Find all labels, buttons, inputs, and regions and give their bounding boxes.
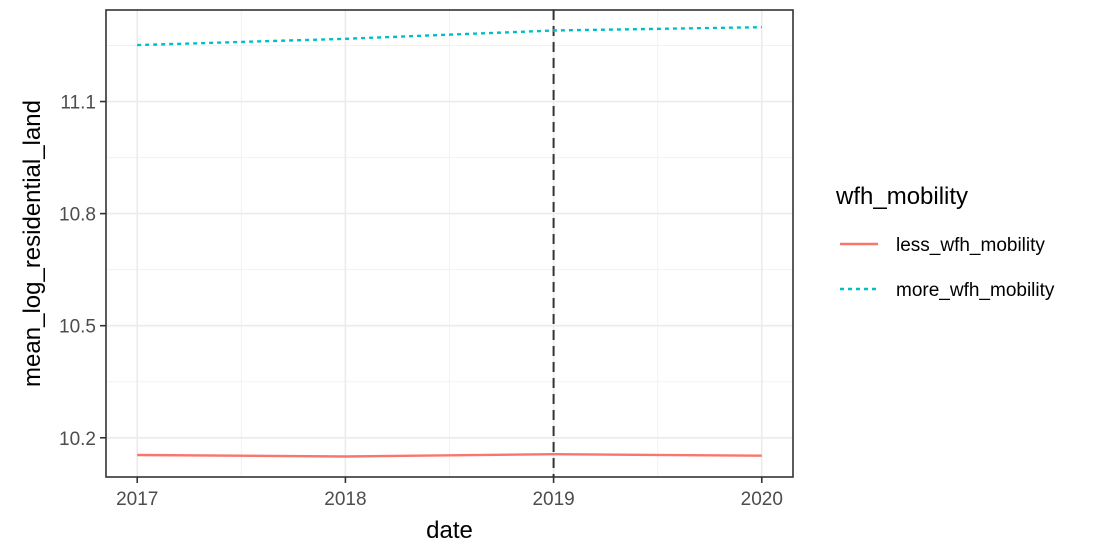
legend-title: wfh_mobility xyxy=(835,183,968,210)
legend-label: less_wfh_mobility xyxy=(896,235,1045,256)
minor-gridlines xyxy=(106,10,793,477)
legend-label: more_wfh_mobility xyxy=(896,280,1055,301)
x-tick-label: 2017 xyxy=(116,489,158,510)
legend: wfh_mobility less_wfh_mobility more_wfh_m… xyxy=(835,183,1055,301)
y-axis-title: mean_log_residential_land xyxy=(19,100,46,387)
x-axis: 2017 2018 2019 2020 xyxy=(116,477,783,510)
series-line-less_wfh_mobility xyxy=(137,452,762,458)
y-tick-label: 10.8 xyxy=(59,205,96,226)
y-tick-label: 10.5 xyxy=(59,317,96,338)
x-tick-label: 2020 xyxy=(741,489,783,510)
panel-border xyxy=(105,9,794,478)
x-axis-title: date xyxy=(426,517,473,544)
x-tick-label: 2018 xyxy=(324,489,366,510)
series-line-more_wfh_mobility xyxy=(137,26,762,47)
series-layer xyxy=(137,26,762,458)
y-axis: 10.2 10.5 10.8 11.1 xyxy=(59,93,106,450)
x-tick-label: 2019 xyxy=(532,489,574,510)
y-tick-label: 10.2 xyxy=(59,429,96,450)
y-tick-label: 11.1 xyxy=(60,93,96,114)
